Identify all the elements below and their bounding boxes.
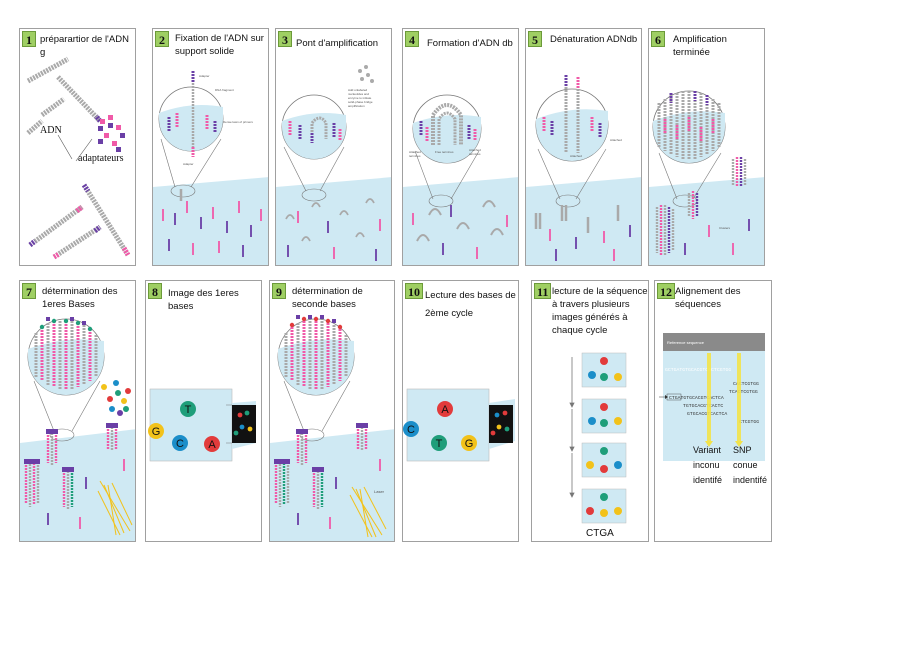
panel-5: 5 Dénaturation ADNdb Attached Attached	[525, 28, 642, 266]
primers-label: Dense lawn of primers	[223, 120, 253, 124]
dna-fragment-label: DNA fragment	[215, 88, 234, 92]
panel-2: 2 Fixation de l'ADN sur support solide A…	[152, 28, 269, 266]
panel-9: 9 détermination de seconde bases	[269, 280, 395, 542]
read-6: CTCGTGG	[739, 419, 759, 425]
reference-sequence: GCTGATGTGCACGTCACTCGTGG	[665, 367, 731, 373]
reference-header: Reference sequence	[667, 340, 705, 345]
panel-12: 12 Alignement des séquences Reference se…	[654, 280, 772, 542]
sequence-reading-illustration	[569, 352, 627, 524]
denaturation-illustration: Attached Attached	[526, 75, 641, 265]
step-number: 10	[405, 283, 423, 299]
first-base-determination-illustration	[20, 317, 135, 541]
step-title: détermination des 1eres Bases	[42, 286, 118, 310]
second-cycle-image: A C T G	[403, 388, 515, 462]
p3-label-2: nucleotides and	[348, 92, 369, 96]
clusters-label: Clusters	[719, 226, 731, 230]
step-title: Alignement des séquences	[675, 286, 741, 310]
panel-7: 7 détermination des 1eres Bases	[19, 280, 136, 542]
p4-label-4: Attached	[469, 148, 481, 152]
p3-label-5: amplification	[348, 104, 365, 108]
base-letter-g: G	[152, 426, 161, 438]
adapter-label: Adapter	[199, 74, 210, 78]
panel-11: 11 lecture de la séquence à travers plus…	[531, 280, 649, 542]
step-title: Pont d'amplification	[296, 38, 379, 49]
base-letter-a: A	[208, 439, 216, 451]
step-title: lecture de la séquence à travers plusieu…	[552, 286, 648, 336]
step-number: 7	[22, 283, 36, 299]
base-letter-g: G	[465, 438, 474, 450]
base-letter-c: C	[407, 424, 415, 436]
dna-fragments-illustration	[26, 56, 131, 260]
step-title: détermination de seconde bases	[292, 286, 363, 310]
sequence-alignment-illustration: Reference sequence GCTGATGTGCACGTCACTCGT…	[659, 333, 765, 461]
step-title: préparartior de l'ADN g	[40, 34, 129, 58]
p4-label-1: Attached	[409, 150, 421, 154]
p3-label-1: Add unlabeled	[348, 88, 368, 92]
first-bases-image: T G C A	[148, 388, 256, 462]
p4-label-3: Free terminus	[435, 150, 454, 154]
first-bases-circles: T G C A	[148, 401, 220, 452]
step-title: Fixation de l'ADN sur support solide	[175, 33, 264, 57]
base-letter-t: T	[436, 438, 443, 450]
step-title: Amplification terminée	[673, 34, 727, 58]
step-number: 3	[278, 31, 292, 47]
second-cycle-bases-circles: A C T G	[403, 401, 477, 451]
base-letter-c: C	[176, 438, 184, 450]
adaptateurs-label: adaptateurs	[78, 153, 124, 164]
adapter-bottom-label: Adapter	[183, 162, 194, 166]
p5-label-2: Attached	[610, 138, 622, 142]
step-title: Image des 1eres bases	[168, 288, 239, 312]
panel-10: 10 Lecture des bases de 2ème cycle A C T…	[402, 280, 519, 542]
bridge-amplification-illustration: Add unlabeled nucleotides and enzyme to …	[276, 65, 391, 265]
step-title: Lecture des bases de 2ème cycle	[425, 290, 516, 319]
snp-label: SNP conue indentifé	[733, 445, 768, 485]
p4-label-5: terminus	[469, 152, 481, 156]
read-1: CACTCGTGG	[733, 381, 759, 387]
step-number: 1	[22, 31, 36, 47]
p3-label-3: enzyme to initiate	[348, 96, 372, 100]
panel-3: 3 Pont d'amplification Add unlabeled nuc…	[275, 28, 392, 266]
base-letter-a: A	[441, 404, 449, 416]
dsdna-formation-illustration: Attached terminus Free terminus Attached…	[403, 94, 518, 265]
panel-6: 6 Amplification terminée	[648, 28, 765, 266]
panel-4: 4 Formation d'ADN db Attached terminus F…	[402, 28, 519, 266]
step-number: 5	[528, 31, 542, 47]
read-3: CTGATGTGCACGTCACTCA	[669, 395, 724, 401]
step-number: 11	[534, 283, 552, 299]
read-2: TCACTCGTGG	[729, 389, 758, 395]
p5-label-1: Attached	[570, 154, 582, 158]
step-number: 9	[272, 283, 286, 299]
p4-label-2: terminus	[409, 154, 421, 158]
sequence-result: CTGA	[586, 528, 614, 539]
laser-label: Laser	[374, 489, 385, 494]
step-number: 6	[651, 31, 665, 47]
adn-label: ADN	[40, 125, 62, 136]
panel-1: 1 préparartior de l'ADN g ADN adaptateur	[19, 28, 136, 266]
step-number: 8	[148, 283, 162, 299]
panel-8: 8 Image des 1eres bases T G C A	[145, 280, 262, 542]
amplification-complete-illustration: Clusters	[649, 90, 764, 265]
step-number: 12	[657, 283, 675, 299]
variant-label: Variant inconu identifé	[693, 445, 723, 485]
step-title: Formation d'ADN db	[427, 38, 513, 49]
read-4: TGTGCACGTCACTC	[683, 403, 723, 409]
step-title: Dénaturation ADNdb	[550, 34, 638, 45]
base-letter-t: T	[185, 404, 192, 416]
fixation-illustration: Adapter DNA fragment Dense lawn of prime…	[153, 71, 268, 265]
second-base-determination-illustration: Laser	[270, 315, 394, 541]
step-number: 4	[405, 31, 419, 47]
step-number: 2	[155, 31, 169, 47]
p3-label-4: solid-phase bridge	[348, 100, 373, 104]
